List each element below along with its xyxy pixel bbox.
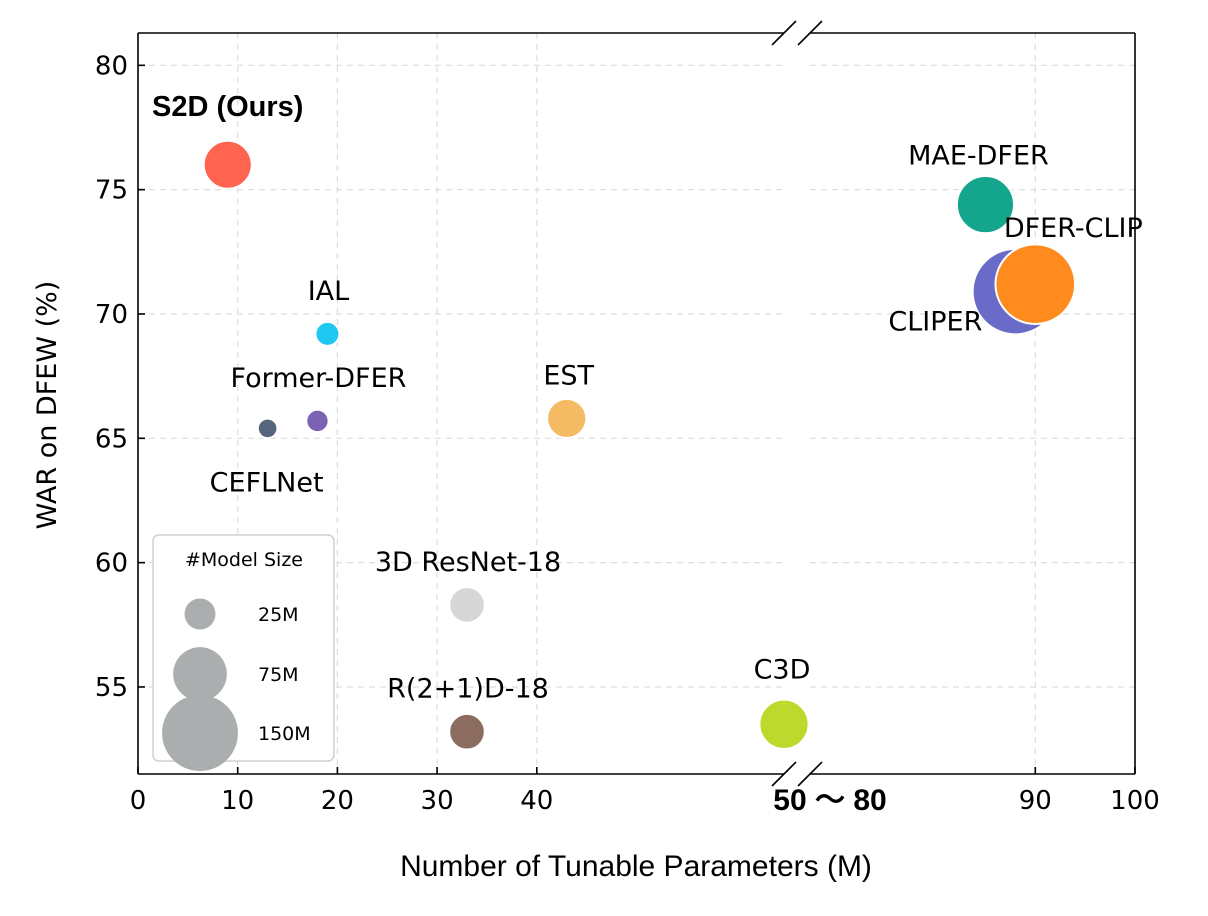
x-tick-label: 0 (130, 786, 147, 816)
data-point-est (546, 397, 588, 440)
point-labels: S2D (Ours) IAL Former-DFER CEFLNet EST 3D Res… (152, 91, 1143, 705)
x-axis-break-label: 50 ～ 80 (773, 784, 886, 817)
y-tick-label: 70 (95, 300, 128, 330)
point-label: DFER-CLIP (1004, 213, 1143, 244)
data-point-s2d-ours (202, 139, 253, 190)
axis-break-mark (797, 20, 823, 46)
point-label: R(2+1)D-18 (387, 674, 549, 705)
point-label: S2D (Ours) (152, 91, 303, 123)
axis-break-mark (771, 761, 797, 787)
axis-break-mark (771, 20, 797, 46)
point-label: EST (543, 360, 594, 391)
legend-marker (173, 647, 227, 701)
axis-break-gap (785, 33, 809, 774)
axes: 0 10 20 30 40 90 100 55 60 65 70 75 80 (95, 20, 1160, 816)
y-tick-label: 75 (95, 176, 128, 206)
point-label: CLIPER (888, 307, 982, 338)
point-label: IAL (308, 276, 349, 307)
x-tick-label: 40 (520, 786, 553, 816)
y-tick-label: 80 (95, 51, 128, 81)
data-point-ial (314, 320, 341, 347)
point-label: 3D ResNet-18 (375, 547, 561, 578)
y-tick-label: 65 (95, 424, 128, 454)
point-label: C3D (754, 654, 811, 685)
grid-lines (138, 33, 1135, 774)
data-point-c3d (758, 698, 810, 750)
legend-marker (184, 598, 216, 630)
legend-entry-label: 25M (258, 604, 299, 626)
data-point-dfer-clip (994, 243, 1077, 325)
legend-entry-label: 75M (258, 664, 299, 686)
x-tick-label: 20 (321, 786, 354, 816)
legend-entries: 25M 75M 150M (162, 598, 311, 771)
y-axis-label: WAR on DFEW (%) (32, 281, 63, 530)
legend-marker (162, 695, 238, 771)
point-label: Former-DFER (231, 363, 407, 394)
point-label: MAE-DFER (908, 141, 1049, 172)
data-point-mae-dfer (955, 174, 1016, 235)
legend-entry-label: 150M (258, 723, 311, 745)
x-axis-label: Number of Tunable Parameters (M) (400, 850, 872, 883)
legend-title: #Model Size (185, 549, 303, 571)
y-tick-label: 55 (95, 673, 128, 703)
data-point-3d-resnet-18 (448, 586, 486, 624)
legend: #Model Size 25M 75M 150M (152, 534, 335, 771)
x-tick-label: 10 (221, 786, 254, 816)
data-point-r-2-1-d-18 (448, 712, 486, 751)
axis-break-mark (797, 761, 823, 787)
x-tick-label: 90 (1019, 786, 1052, 816)
x-tick-label: 100 (1110, 786, 1160, 816)
x-tick-label: 30 (421, 786, 454, 816)
y-tick-label: 60 (95, 549, 128, 579)
point-label: CEFLNet (210, 467, 324, 498)
data-point-former-dfer (305, 408, 330, 434)
data-points (202, 139, 1077, 751)
data-point-ceflnet (256, 417, 279, 440)
